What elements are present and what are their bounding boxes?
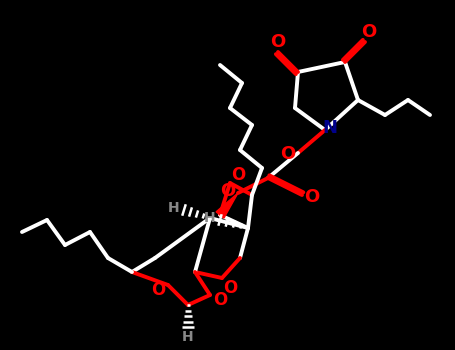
Text: H: H xyxy=(204,211,216,225)
Text: O: O xyxy=(280,145,296,163)
Text: O: O xyxy=(304,188,319,206)
Text: O: O xyxy=(223,279,237,297)
Text: N: N xyxy=(323,119,338,137)
Polygon shape xyxy=(216,193,238,218)
Text: O: O xyxy=(220,182,236,200)
Text: H: H xyxy=(182,330,194,344)
Text: O: O xyxy=(270,33,286,51)
Text: O: O xyxy=(151,281,165,299)
Text: H: H xyxy=(168,201,180,215)
Text: O: O xyxy=(361,23,377,41)
Text: O: O xyxy=(231,166,245,184)
Text: O: O xyxy=(213,291,227,309)
